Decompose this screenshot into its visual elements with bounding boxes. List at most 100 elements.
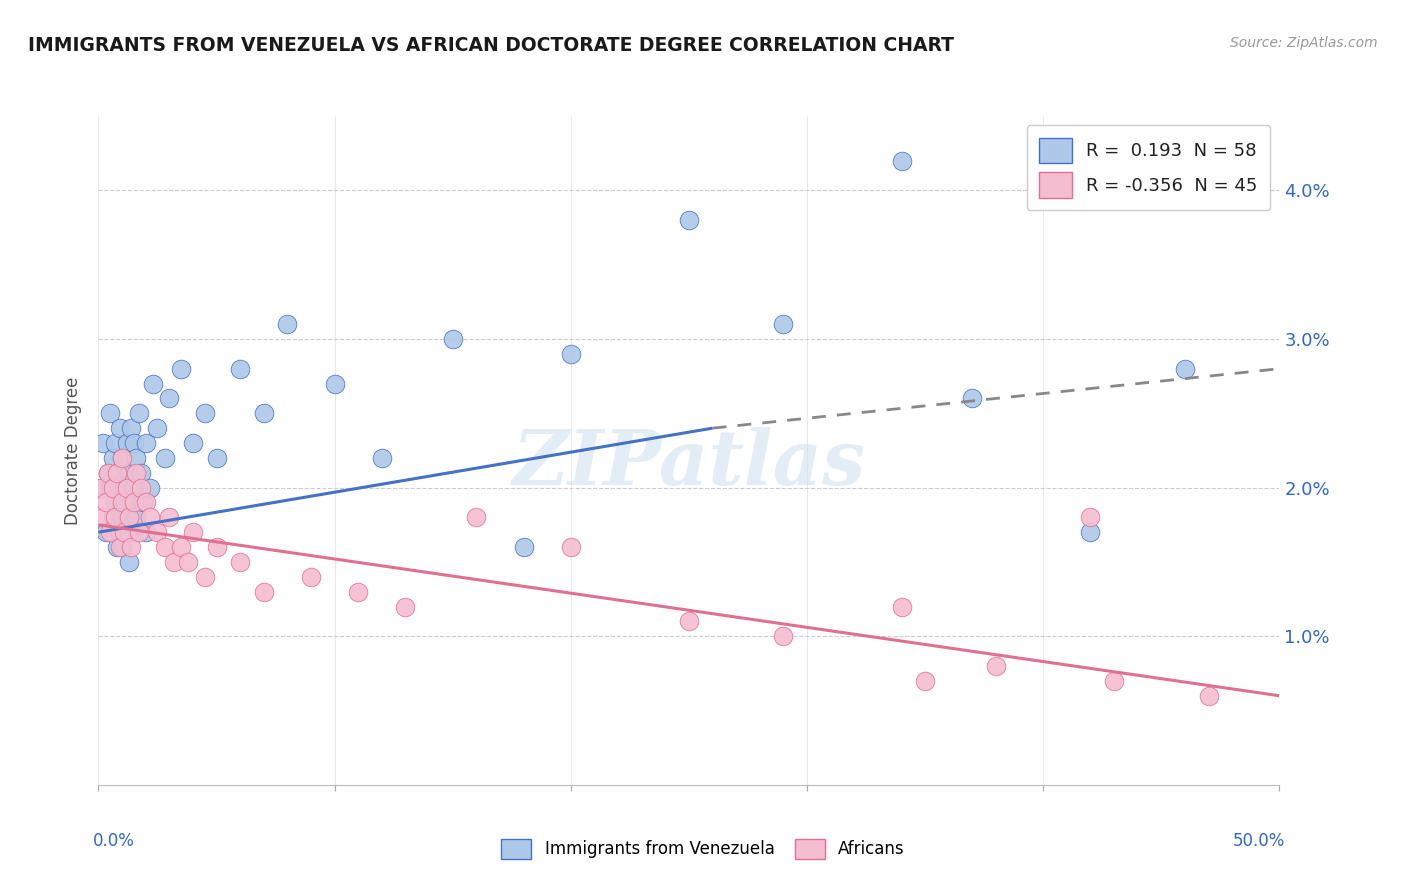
Point — [157, 392, 180, 406]
Point — [111, 510, 134, 524]
Point — [253, 406, 276, 420]
Point — [118, 510, 141, 524]
Point — [101, 450, 124, 465]
Point — [104, 436, 127, 450]
Point — [772, 317, 794, 331]
Point — [772, 629, 794, 643]
Point — [90, 481, 112, 495]
Point — [441, 332, 464, 346]
Legend: R =  0.193  N = 58, R = -0.356  N = 45: R = 0.193 N = 58, R = -0.356 N = 45 — [1026, 125, 1271, 211]
Point — [229, 361, 252, 376]
Point — [118, 466, 141, 480]
Point — [94, 495, 117, 509]
Point — [323, 376, 346, 391]
Point — [115, 510, 138, 524]
Point — [90, 481, 112, 495]
Text: 50.0%: 50.0% — [1233, 831, 1285, 850]
Point — [101, 510, 124, 524]
Point — [108, 540, 131, 554]
Point — [98, 525, 121, 540]
Point — [105, 466, 128, 480]
Point — [125, 450, 148, 465]
Point — [512, 540, 534, 554]
Point — [125, 466, 148, 480]
Point — [229, 555, 252, 569]
Point — [146, 421, 169, 435]
Point — [91, 436, 114, 450]
Point — [129, 466, 152, 480]
Point — [890, 599, 912, 614]
Point — [1174, 361, 1197, 376]
Point — [115, 481, 138, 495]
Point — [153, 450, 176, 465]
Point — [105, 540, 128, 554]
Point — [394, 599, 416, 614]
Text: IMMIGRANTS FROM VENEZUELA VS AFRICAN DOCTORATE DEGREE CORRELATION CHART: IMMIGRANTS FROM VENEZUELA VS AFRICAN DOC… — [28, 36, 955, 54]
Point — [111, 450, 134, 465]
Point — [560, 347, 582, 361]
Point — [170, 361, 193, 376]
Point — [678, 213, 700, 227]
Point — [112, 495, 135, 509]
Text: 0.0%: 0.0% — [93, 831, 135, 850]
Point — [194, 406, 217, 420]
Point — [121, 540, 143, 554]
Point — [347, 584, 370, 599]
Point — [104, 495, 127, 509]
Point — [108, 525, 131, 540]
Point — [98, 481, 121, 495]
Legend: Immigrants from Venezuela, Africans: Immigrants from Venezuela, Africans — [495, 832, 911, 866]
Point — [678, 615, 700, 629]
Point — [132, 495, 155, 509]
Point — [125, 510, 148, 524]
Point — [108, 421, 131, 435]
Point — [128, 406, 150, 420]
Point — [122, 481, 145, 495]
Point — [205, 450, 228, 465]
Point — [914, 673, 936, 688]
Point — [163, 555, 186, 569]
Point — [170, 540, 193, 554]
Point — [111, 540, 134, 554]
Point — [135, 495, 157, 509]
Point — [890, 153, 912, 168]
Point — [465, 510, 488, 524]
Point — [194, 570, 217, 584]
Point — [121, 421, 143, 435]
Point — [115, 436, 138, 450]
Point — [299, 570, 322, 584]
Point — [1102, 673, 1125, 688]
Point — [129, 481, 152, 495]
Point — [135, 525, 157, 540]
Point — [181, 436, 204, 450]
Point — [97, 466, 120, 480]
Point — [97, 466, 120, 480]
Point — [111, 450, 134, 465]
Point — [1080, 510, 1102, 524]
Point — [105, 466, 128, 480]
Point — [139, 481, 162, 495]
Point — [205, 540, 228, 554]
Point — [142, 376, 165, 391]
Point — [139, 510, 162, 524]
Point — [112, 525, 135, 540]
Point — [276, 317, 298, 331]
Point — [157, 510, 180, 524]
Point — [94, 525, 117, 540]
Point — [91, 510, 114, 524]
Text: Source: ZipAtlas.com: Source: ZipAtlas.com — [1230, 36, 1378, 50]
Point — [121, 495, 143, 509]
Point — [118, 555, 141, 569]
Point — [112, 481, 135, 495]
Point — [146, 525, 169, 540]
Point — [1080, 525, 1102, 540]
Point — [177, 555, 200, 569]
Point — [101, 481, 124, 495]
Y-axis label: Doctorate Degree: Doctorate Degree — [65, 376, 83, 524]
Point — [1198, 689, 1220, 703]
Point — [122, 436, 145, 450]
Point — [111, 495, 134, 509]
Point — [135, 436, 157, 450]
Point — [560, 540, 582, 554]
Point — [118, 525, 141, 540]
